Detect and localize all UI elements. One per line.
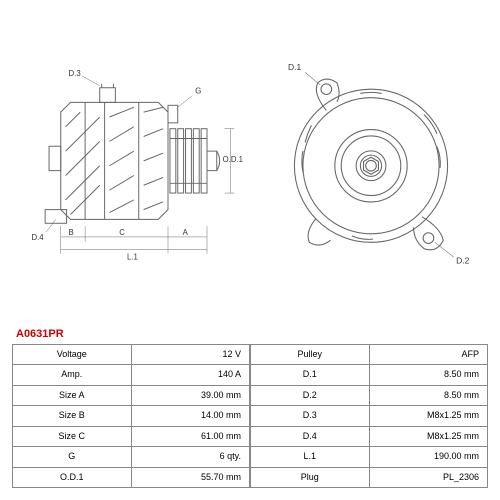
label-d2: D.2 xyxy=(456,256,470,266)
label-b: B xyxy=(69,228,74,237)
spec-col-right: PulleyAFPD.18.50 mmD.28.50 mmD.3M8x1.25 … xyxy=(250,344,488,489)
spec-row: L.1190.00 mm xyxy=(250,446,488,468)
spec-table: Voltage12 VAmp.140 ASize A39.00 mmSize B… xyxy=(12,344,488,489)
spec-label: Size C xyxy=(13,427,132,447)
spec-label: O.D.1 xyxy=(13,468,132,488)
spec-value: 12 V xyxy=(132,345,250,365)
front-view-diagram: D.1 D.2 xyxy=(254,12,488,320)
spec-row: D.3M8x1.25 mm xyxy=(250,405,488,427)
spec-row: Size B14.00 mm xyxy=(12,405,250,427)
spec-row: D.28.50 mm xyxy=(250,385,488,407)
spec-label: G xyxy=(13,447,132,467)
spec-value: 140 A xyxy=(132,365,250,385)
spec-label: Pulley xyxy=(251,345,370,365)
spec-label: D.2 xyxy=(251,386,370,406)
spec-value: 55.70 mm xyxy=(132,468,250,488)
spec-value: 8.50 mm xyxy=(370,386,488,406)
label-c: C xyxy=(119,228,125,237)
spec-label: Size B xyxy=(13,406,132,426)
label-a: A xyxy=(183,228,189,237)
spec-row: G6 qty. xyxy=(12,446,250,468)
spec-row: Size A39.00 mm xyxy=(12,385,250,407)
alternator-front-svg: D.1 D.2 xyxy=(254,12,488,320)
spec-row: PulleyAFP xyxy=(250,344,488,366)
spec-label: D.4 xyxy=(251,427,370,447)
alternator-side-svg: D.3 G O.D.1 D.4 B C A L.1 xyxy=(12,12,246,320)
label-d1: D.1 xyxy=(288,62,302,72)
spec-row: O.D.155.70 mm xyxy=(12,467,250,489)
spec-row: Size C61.00 mm xyxy=(12,426,250,448)
spec-label: D.3 xyxy=(251,406,370,426)
spec-row: Voltage12 V xyxy=(12,344,250,366)
diagram-area: D.3 G O.D.1 D.4 B C A L.1 xyxy=(12,12,488,320)
label-d4: D.4 xyxy=(31,233,44,242)
spec-label: Voltage xyxy=(13,345,132,365)
label-od1: O.D.1 xyxy=(223,155,243,164)
spec-value: 14.00 mm xyxy=(132,406,250,426)
side-view-diagram: D.3 G O.D.1 D.4 B C A L.1 xyxy=(12,12,246,320)
spec-row: Amp.140 A xyxy=(12,364,250,386)
spec-value: 39.00 mm xyxy=(132,386,250,406)
spec-value: M8x1.25 mm xyxy=(370,427,488,447)
spec-label: Size A xyxy=(13,386,132,406)
label-d3: D.3 xyxy=(69,69,81,78)
spec-col-left: Voltage12 VAmp.140 ASize A39.00 mmSize B… xyxy=(12,344,250,489)
spec-row: D.4M8x1.25 mm xyxy=(250,426,488,448)
spec-label: D.1 xyxy=(251,365,370,385)
part-number: A0631PR xyxy=(12,328,488,340)
spec-value: M8x1.25 mm xyxy=(370,406,488,426)
label-g: G xyxy=(195,87,201,96)
label-l1: L.1 xyxy=(127,252,138,261)
spec-row: D.18.50 mm xyxy=(250,364,488,386)
spec-label: Amp. xyxy=(13,365,132,385)
spec-value: 6 qty. xyxy=(132,447,250,467)
spec-value: 190.00 mm xyxy=(370,447,488,467)
spec-label: Plug xyxy=(251,468,370,488)
spec-value: 8.50 mm xyxy=(370,365,488,385)
spec-row: PlugPL_2306 xyxy=(250,467,488,489)
spec-value: 61.00 mm xyxy=(132,427,250,447)
spec-value: AFP xyxy=(370,345,488,365)
spec-label: L.1 xyxy=(251,447,370,467)
spec-value: PL_2306 xyxy=(370,468,488,488)
